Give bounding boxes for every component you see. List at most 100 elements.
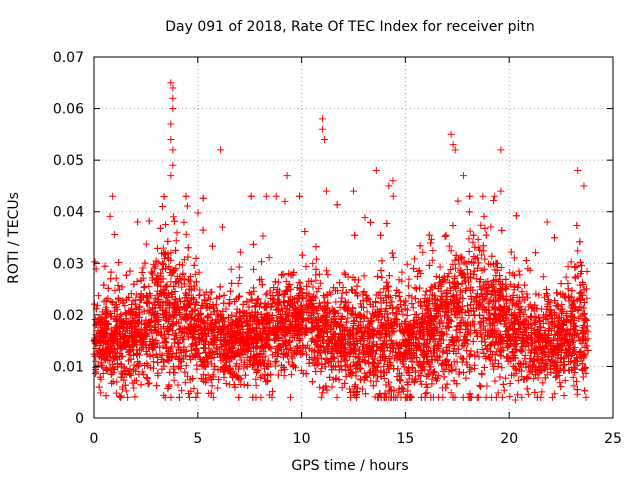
data-point <box>313 288 321 296</box>
data-point <box>359 297 367 305</box>
data-point <box>566 294 574 302</box>
data-point <box>167 256 175 264</box>
data-point <box>452 264 460 272</box>
data-point <box>234 279 242 287</box>
data-point <box>580 335 588 343</box>
data-point <box>506 295 514 303</box>
data-point <box>137 345 145 353</box>
data-point <box>101 314 109 322</box>
data-point <box>567 326 575 334</box>
data-point <box>581 298 589 306</box>
data-point <box>162 264 170 272</box>
data-point <box>479 297 487 305</box>
data-point <box>210 365 218 373</box>
data-point <box>436 263 444 271</box>
data-point <box>432 273 440 281</box>
data-point <box>499 346 507 354</box>
data-point <box>404 366 412 374</box>
data-point <box>557 309 565 317</box>
data-point <box>551 390 559 398</box>
data-point <box>564 285 572 293</box>
data-point <box>577 268 585 276</box>
data-point <box>561 353 569 361</box>
data-point <box>466 192 474 200</box>
data-point <box>490 196 498 204</box>
data-point <box>121 309 129 317</box>
data-point <box>273 353 281 361</box>
data-point <box>351 310 359 318</box>
data-point <box>176 298 184 306</box>
data-point <box>268 292 276 300</box>
data-point <box>129 379 137 387</box>
data-point <box>317 393 325 401</box>
data-point <box>234 293 242 301</box>
data-point <box>484 331 492 339</box>
data-point <box>226 358 234 366</box>
data-point <box>215 318 223 326</box>
data-point <box>118 370 126 378</box>
data-point <box>280 372 288 380</box>
data-point <box>257 258 265 266</box>
data-point <box>297 366 305 374</box>
data-point <box>465 235 473 243</box>
data-point <box>195 268 203 276</box>
data-point <box>297 303 305 311</box>
data-point <box>147 326 155 334</box>
data-point <box>452 365 460 373</box>
data-point <box>133 377 141 385</box>
data-point <box>535 291 543 299</box>
data-point <box>455 260 463 268</box>
data-point <box>252 375 260 383</box>
data-point <box>307 278 315 286</box>
data-point <box>208 382 216 390</box>
data-point <box>338 384 346 392</box>
data-point <box>347 393 355 401</box>
data-point <box>392 291 400 299</box>
data-point <box>289 295 297 303</box>
data-point <box>518 393 526 401</box>
data-point <box>180 352 188 360</box>
data-point <box>556 378 564 386</box>
data-point <box>403 306 411 314</box>
data-point <box>449 296 457 304</box>
data-point <box>236 274 244 282</box>
data-point <box>411 255 419 263</box>
data-point <box>408 358 416 366</box>
data-point <box>180 280 188 288</box>
data-point <box>534 355 542 363</box>
data-point <box>464 340 472 348</box>
data-point <box>240 364 248 372</box>
data-point <box>404 387 412 395</box>
data-point <box>385 332 393 340</box>
data-point <box>355 346 363 354</box>
data-point <box>447 247 455 255</box>
data-point <box>547 369 555 377</box>
data-point <box>282 345 290 353</box>
data-point <box>477 337 485 345</box>
data-point <box>192 345 200 353</box>
data-point <box>477 318 485 326</box>
data-point <box>495 303 503 311</box>
data-point <box>568 339 576 347</box>
data-point <box>116 392 124 400</box>
data-point <box>471 352 479 360</box>
data-point <box>519 375 527 383</box>
data-point <box>508 371 516 379</box>
data-point <box>573 386 581 394</box>
data-point <box>152 275 160 283</box>
data-point <box>159 244 167 252</box>
data-point <box>455 370 463 378</box>
data-point <box>165 316 173 324</box>
data-point <box>480 212 488 220</box>
data-point <box>509 291 517 299</box>
data-point <box>562 273 570 281</box>
data-point <box>463 361 471 369</box>
data-point <box>249 284 257 292</box>
chart-title: Day 091 of 2018, Rate Of TEC Index for r… <box>165 19 535 35</box>
data-point <box>188 340 196 348</box>
data-point <box>500 386 508 394</box>
data-point <box>544 320 552 328</box>
data-point <box>552 345 560 353</box>
data-point <box>442 346 450 354</box>
